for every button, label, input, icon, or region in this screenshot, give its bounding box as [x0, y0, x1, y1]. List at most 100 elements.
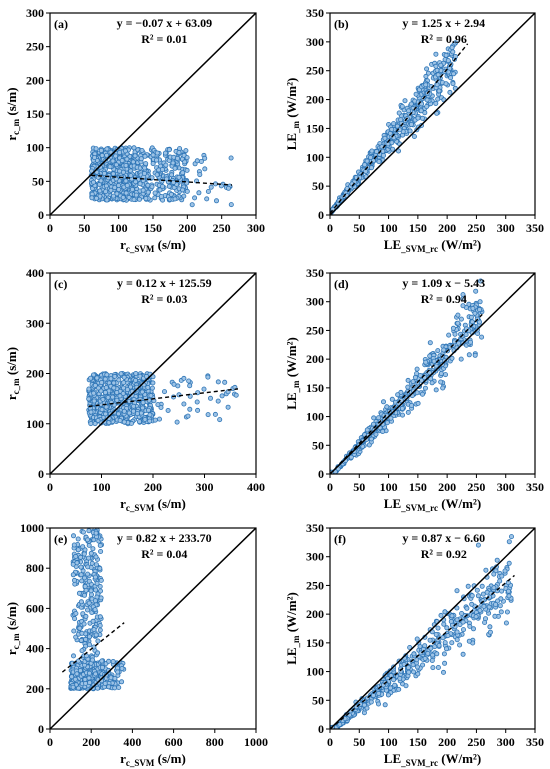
data-point [92, 607, 98, 613]
data-point [438, 62, 444, 68]
data-point [405, 409, 411, 415]
data-point [448, 619, 454, 625]
data-point [116, 411, 122, 417]
data-point [174, 419, 180, 425]
y-tick-label: 400 [26, 642, 44, 656]
data-point [219, 393, 225, 399]
data-point [117, 393, 123, 399]
data-point [396, 686, 402, 692]
x-tick-label: 200 [438, 735, 456, 749]
data-point [77, 668, 83, 674]
data-point [487, 624, 493, 630]
data-point [183, 148, 189, 154]
y-tick-label: 1000 [20, 521, 44, 535]
data-point [89, 168, 95, 174]
data-point [428, 645, 434, 651]
data-point [165, 407, 171, 413]
data-point [105, 394, 111, 400]
data-point [412, 374, 418, 380]
data-point [145, 189, 151, 195]
data-point [402, 98, 408, 104]
data-point [86, 528, 92, 534]
x-tick-label: 800 [206, 735, 224, 749]
data-point [442, 640, 448, 646]
data-point [149, 184, 155, 190]
data-point [492, 613, 498, 619]
data-point [469, 593, 475, 599]
data-point [454, 605, 460, 611]
data-point [448, 75, 454, 81]
y-tick-label: 0 [38, 722, 44, 736]
data-point [114, 389, 120, 395]
data-point [213, 198, 219, 204]
data-point [99, 152, 105, 158]
data-point [187, 406, 193, 412]
data-point [86, 396, 92, 402]
data-point [491, 585, 497, 591]
data-point [410, 379, 416, 385]
data-point [368, 154, 374, 160]
data-point [124, 156, 130, 162]
data-point [391, 121, 397, 127]
data-point [441, 347, 447, 353]
data-point [157, 187, 163, 193]
data-point [469, 319, 475, 325]
x-tick-label: 250 [467, 735, 485, 749]
points [68, 528, 127, 692]
regression-equation: y = 0.82 x + 233.70 [117, 531, 212, 545]
scatter-panel: 0 50 100 150 200 250 300 350 0 50 100 150 200 250 300 3… [284, 266, 544, 513]
data-point [90, 546, 96, 552]
data-point [205, 188, 211, 194]
data-point [123, 162, 129, 168]
data-point [455, 320, 461, 326]
data-point [362, 162, 368, 168]
data-point [505, 588, 511, 594]
data-point [387, 130, 393, 136]
data-point [103, 404, 109, 410]
data-point [484, 589, 490, 595]
data-point [403, 683, 409, 689]
data-point [103, 411, 109, 417]
y-tick-label: 150 [306, 636, 324, 650]
data-point [446, 332, 452, 338]
data-point [142, 165, 148, 171]
data-point [70, 572, 76, 578]
data-point [344, 185, 350, 191]
data-point [380, 148, 386, 154]
regression-equation: y = −0.07 x + 63.09 [117, 16, 213, 30]
data-point [123, 190, 129, 196]
data-point [92, 155, 98, 161]
data-point [342, 716, 348, 722]
data-point [387, 685, 393, 691]
one-to-one-line [329, 527, 536, 730]
data-point [376, 415, 382, 421]
y-axis-label: rc_m (s/m) [4, 347, 21, 400]
data-point [391, 677, 397, 683]
data-point [405, 384, 411, 390]
x-tick-label: 200 [438, 221, 456, 235]
x-tick-label: 0 [327, 735, 333, 749]
data-point [217, 417, 223, 423]
data-point [104, 152, 110, 158]
data-point [121, 408, 127, 414]
data-point [94, 169, 100, 175]
x-axis-label: rc_SVM (s/m) [120, 496, 186, 513]
data-point [398, 117, 404, 123]
data-point [110, 158, 116, 164]
data-point [233, 392, 239, 398]
data-point [110, 171, 116, 177]
data-point [121, 385, 127, 391]
data-point [81, 621, 87, 627]
data-point [479, 334, 485, 340]
data-point [72, 616, 78, 622]
data-point [115, 669, 121, 675]
data-point [198, 158, 204, 164]
data-point [434, 67, 440, 73]
x-tick-label: 50 [353, 480, 365, 494]
data-point [148, 393, 154, 399]
data-point [470, 626, 476, 632]
data-point [215, 379, 221, 385]
data-point [474, 587, 480, 593]
x-tick-label: 250 [467, 221, 485, 235]
data-point [73, 634, 79, 640]
